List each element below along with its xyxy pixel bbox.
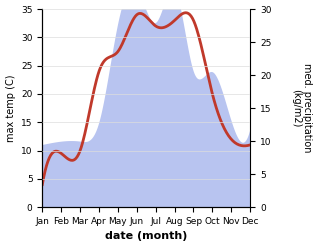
Y-axis label: max temp (C): max temp (C) xyxy=(5,74,16,142)
X-axis label: date (month): date (month) xyxy=(105,231,187,242)
Y-axis label: med. precipitation
(kg/m2): med. precipitation (kg/m2) xyxy=(291,63,313,153)
